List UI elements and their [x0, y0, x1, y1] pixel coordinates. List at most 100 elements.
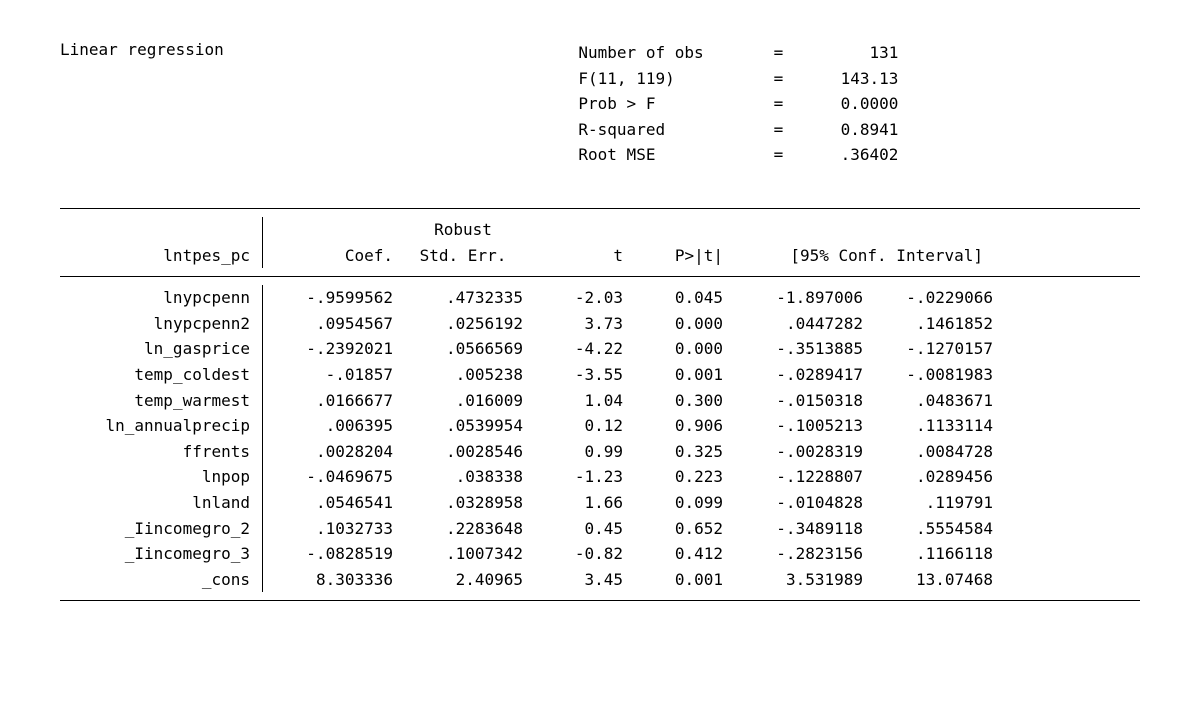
stat-value: 0.8941	[798, 117, 898, 143]
cell-varname: _Iincomegro_3	[60, 541, 263, 567]
stat-label: R-squared	[578, 117, 758, 143]
cell-se: .1007342	[403, 541, 533, 567]
cell-t: -0.82	[533, 541, 633, 567]
header-se-bottom: Std. Err.	[420, 243, 507, 269]
cell-ci-low: -.0104828	[733, 490, 873, 516]
table-row: ffrents.0028204.00285460.990.325-.002831…	[60, 439, 1140, 465]
cell-coef: 8.303336	[263, 567, 403, 593]
table-row: temp_coldest-.01857.005238-3.550.001-.02…	[60, 362, 1140, 388]
cell-p: 0.300	[633, 388, 733, 414]
header-ci: [95% Conf. Interval]	[733, 217, 993, 268]
regression-header: Linear regression Number of obs=131F(11,…	[60, 40, 1140, 168]
stat-eq: =	[758, 40, 798, 66]
cell-se: .2283648	[403, 516, 533, 542]
stat-eq: =	[758, 66, 798, 92]
cell-ci-low: .0447282	[733, 311, 873, 337]
stat-eq: =	[758, 117, 798, 143]
cell-t: -4.22	[533, 336, 633, 362]
cell-varname: lnypcpenn2	[60, 311, 263, 337]
cell-varname: ln_gasprice	[60, 336, 263, 362]
cell-ci-high: -.0081983	[873, 362, 1003, 388]
cell-varname: temp_coldest	[60, 362, 263, 388]
cell-ci-low: 3.531989	[733, 567, 873, 593]
cell-se: 2.40965	[403, 567, 533, 593]
stat-eq: =	[758, 142, 798, 168]
stat-eq: =	[758, 91, 798, 117]
cell-ci-high: .1166118	[873, 541, 1003, 567]
stat-row: Prob > F=0.0000	[578, 91, 1140, 117]
table-row: lnpop-.0469675.038338-1.230.223-.1228807…	[60, 464, 1140, 490]
cell-ci-high: .0483671	[873, 388, 1003, 414]
cell-varname: lnypcpenn	[60, 285, 263, 311]
cell-t: -3.55	[533, 362, 633, 388]
stat-row: Root MSE=.36402	[578, 142, 1140, 168]
cell-t: 0.12	[533, 413, 633, 439]
cell-t: 1.66	[533, 490, 633, 516]
cell-ci-high: -.0229066	[873, 285, 1003, 311]
cell-ci-low: -.0289417	[733, 362, 873, 388]
cell-ci-low: -.3513885	[733, 336, 873, 362]
cell-coef: .0028204	[263, 439, 403, 465]
cell-ci-low: -.3489118	[733, 516, 873, 542]
cell-varname: ffrents	[60, 439, 263, 465]
stat-row: F(11, 119)=143.13	[578, 66, 1140, 92]
cell-p: 0.099	[633, 490, 733, 516]
cell-varname: _Iincomegro_2	[60, 516, 263, 542]
table-row: ln_gasprice-.2392021.0566569-4.220.000-.…	[60, 336, 1140, 362]
regression-table: lntpes_pc Coef. Robust Std. Err. t P>|t|…	[60, 208, 1140, 601]
header-coef: Coef.	[263, 217, 403, 268]
header-depvar: lntpes_pc	[60, 217, 263, 268]
cell-coef: -.2392021	[263, 336, 403, 362]
cell-p: 0.000	[633, 336, 733, 362]
cell-t: 1.04	[533, 388, 633, 414]
cell-se: .4732335	[403, 285, 533, 311]
cell-coef: -.9599562	[263, 285, 403, 311]
table-row: lnypcpenn-.9599562.4732335-2.030.045-1.8…	[60, 285, 1140, 311]
cell-se: .0328958	[403, 490, 533, 516]
cell-ci-high: -.1270157	[873, 336, 1003, 362]
cell-se: .0539954	[403, 413, 533, 439]
cell-varname: temp_warmest	[60, 388, 263, 414]
cell-varname: lnland	[60, 490, 263, 516]
table-row: _Iincomegro_2.1032733.22836480.450.652-.…	[60, 516, 1140, 542]
cell-p: 0.001	[633, 362, 733, 388]
cell-coef: .006395	[263, 413, 403, 439]
cell-t: 3.73	[533, 311, 633, 337]
stat-label: F(11, 119)	[578, 66, 758, 92]
cell-t: 0.45	[533, 516, 633, 542]
stat-row: Number of obs=131	[578, 40, 1140, 66]
cell-coef: .0954567	[263, 311, 403, 337]
header-se: Robust Std. Err.	[403, 217, 533, 268]
cell-ci-high: .1461852	[873, 311, 1003, 337]
regression-stats: Number of obs=131F(11, 119)=143.13Prob >…	[578, 40, 1140, 168]
cell-se: .0256192	[403, 311, 533, 337]
cell-ci-low: -.1228807	[733, 464, 873, 490]
cell-ci-high: .5554584	[873, 516, 1003, 542]
cell-varname: lnpop	[60, 464, 263, 490]
cell-p: 0.652	[633, 516, 733, 542]
table-header: lntpes_pc Coef. Robust Std. Err. t P>|t|…	[60, 209, 1140, 277]
stat-value: 131	[798, 40, 898, 66]
table-row: _cons8.3033362.409653.450.0013.53198913.…	[60, 567, 1140, 593]
cell-coef: .1032733	[263, 516, 403, 542]
header-t: t	[533, 217, 633, 268]
cell-coef: .0166677	[263, 388, 403, 414]
table-row: temp_warmest.0166677.0160091.040.300-.01…	[60, 388, 1140, 414]
table-row: lnypcpenn2.0954567.02561923.730.000.0447…	[60, 311, 1140, 337]
cell-p: 0.906	[633, 413, 733, 439]
cell-p: 0.045	[633, 285, 733, 311]
cell-se: .0566569	[403, 336, 533, 362]
table-row: lnland.0546541.03289581.660.099-.0104828…	[60, 490, 1140, 516]
cell-t: -1.23	[533, 464, 633, 490]
cell-ci-high: .0289456	[873, 464, 1003, 490]
cell-p: 0.223	[633, 464, 733, 490]
cell-coef: -.01857	[263, 362, 403, 388]
cell-se: .005238	[403, 362, 533, 388]
cell-varname: ln_annualprecip	[60, 413, 263, 439]
cell-ci-low: -.0150318	[733, 388, 873, 414]
cell-p: 0.325	[633, 439, 733, 465]
cell-p: 0.001	[633, 567, 733, 593]
cell-ci-high: .1133114	[873, 413, 1003, 439]
stat-label: Root MSE	[578, 142, 758, 168]
regression-title: Linear regression	[60, 40, 578, 168]
